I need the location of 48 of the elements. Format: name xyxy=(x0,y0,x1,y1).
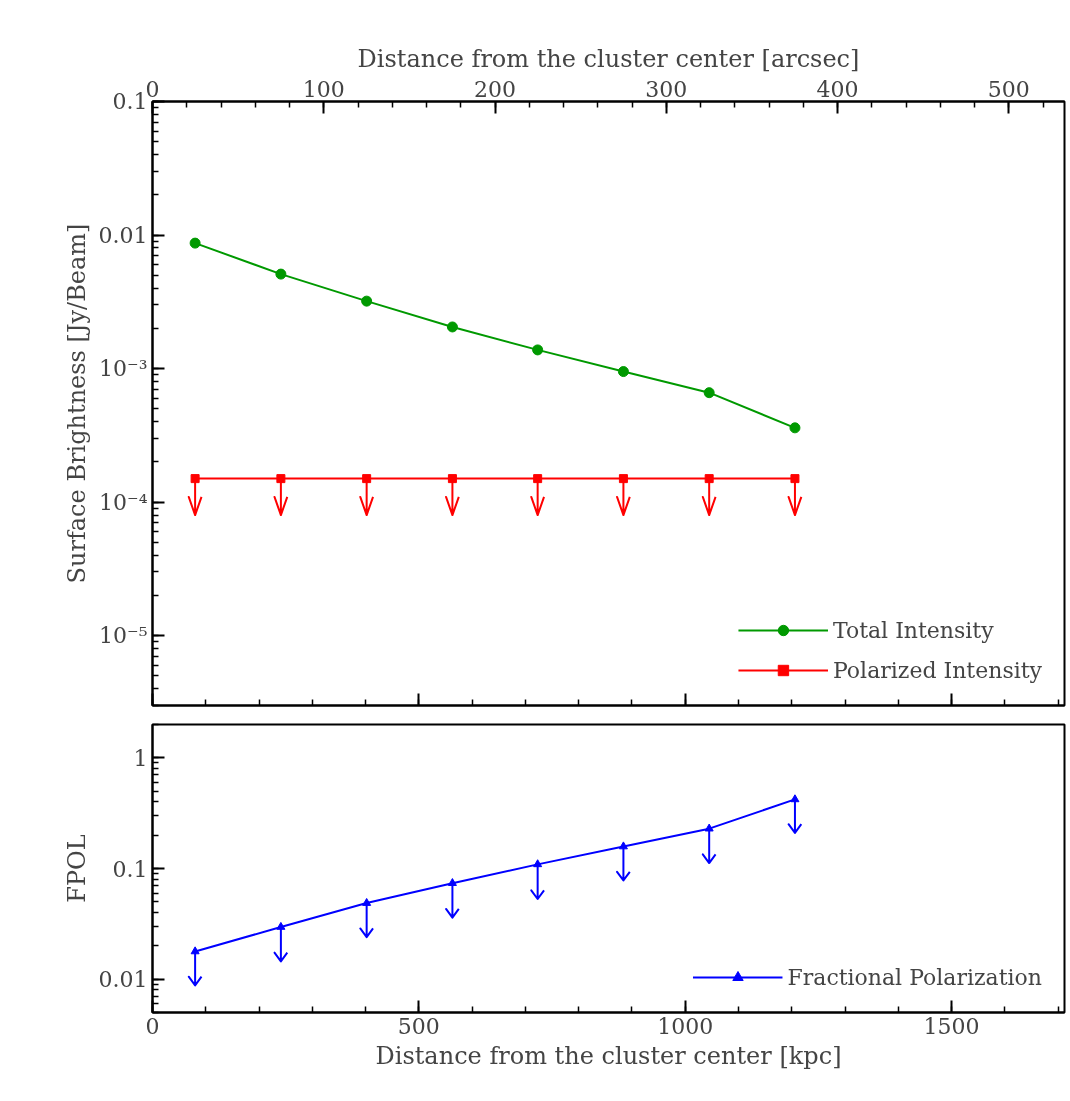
point xyxy=(361,295,373,307)
y-axis-title: FPOL xyxy=(62,834,91,903)
y-tick-label: 0.01 xyxy=(98,222,148,248)
x-tick-label: 1500 xyxy=(923,1013,980,1039)
x2-tick-label: 500 xyxy=(987,76,1030,102)
legend-label: Total Intensity xyxy=(832,617,994,643)
y-tick-label: 1 xyxy=(133,745,148,771)
point xyxy=(447,474,457,484)
point xyxy=(790,794,800,803)
point xyxy=(704,474,714,484)
legend-label: Fractional Polarization xyxy=(787,964,1042,990)
point xyxy=(789,422,801,434)
point xyxy=(446,321,458,333)
x-tick-label: 0 xyxy=(145,1013,160,1039)
legend-label: Polarized Intensity xyxy=(832,657,1042,683)
point xyxy=(362,474,372,484)
point xyxy=(189,237,201,249)
point xyxy=(533,859,543,868)
point xyxy=(532,344,544,356)
point xyxy=(447,878,457,886)
point xyxy=(704,823,714,832)
y-tick-label: 0.1 xyxy=(112,856,148,882)
x2-axis-title: Distance from the cluster center [arcsec] xyxy=(357,44,860,73)
point xyxy=(617,366,629,378)
point xyxy=(276,921,286,930)
x2-tick-label: 400 xyxy=(816,76,859,102)
x-tick-label: 500 xyxy=(397,1013,440,1039)
point xyxy=(790,474,800,484)
x-tick-label: 1000 xyxy=(657,1013,714,1039)
point xyxy=(362,897,372,906)
point xyxy=(618,841,628,850)
y-tick-label: 0.1 xyxy=(112,89,148,114)
point xyxy=(618,474,628,484)
x2-tick-label: 300 xyxy=(645,76,688,102)
y-tick-label: 10⁻³ xyxy=(99,356,148,382)
point xyxy=(533,474,543,484)
y-tick-label: 10⁻⁵ xyxy=(99,623,148,649)
y-axis-title: Surface Brightness [Jy/Beam] xyxy=(62,223,91,584)
x-axis-title: Distance from the cluster center [kpc] xyxy=(375,1041,842,1070)
point xyxy=(276,474,286,484)
point xyxy=(275,268,287,280)
x2-tick-label: 100 xyxy=(302,76,345,102)
y-tick-label: 0.01 xyxy=(98,967,148,993)
point xyxy=(190,474,200,484)
point xyxy=(703,387,715,399)
x2-tick-label: 200 xyxy=(474,76,517,102)
y-tick-label: 10⁻⁴ xyxy=(99,489,148,515)
x2-tick-label: 0 xyxy=(145,76,160,102)
